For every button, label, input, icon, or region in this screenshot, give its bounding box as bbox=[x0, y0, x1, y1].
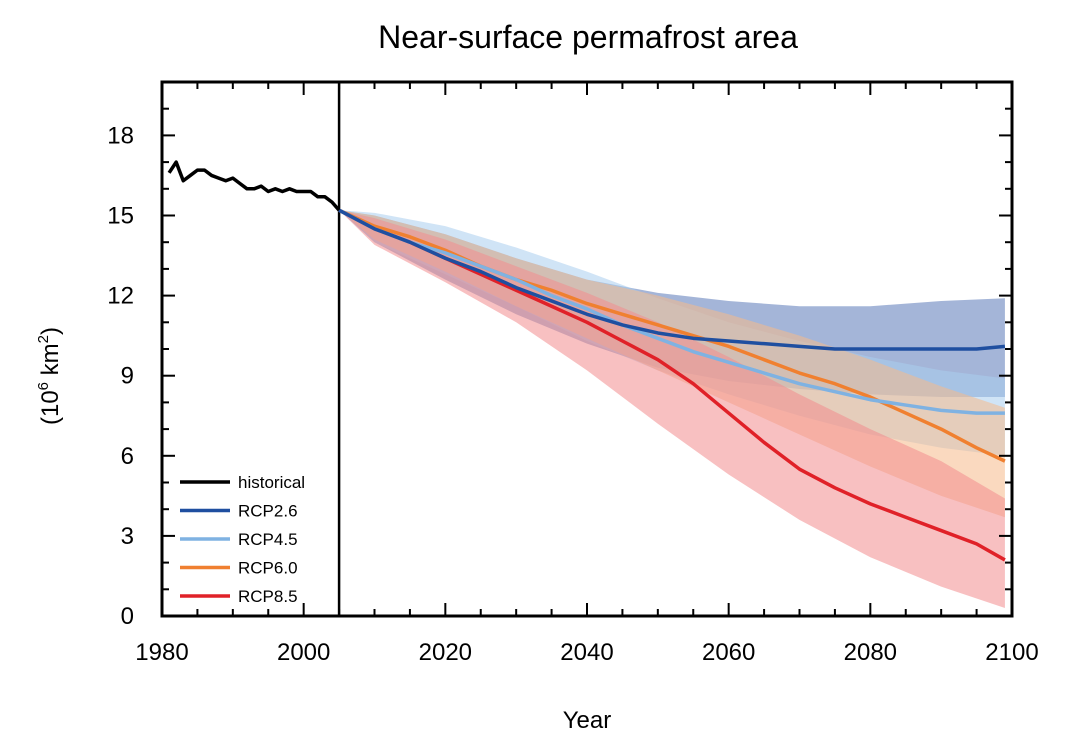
y-axis-label-mid: km bbox=[37, 343, 64, 382]
line-rcp4-5 bbox=[338, 208, 1005, 415]
line-rcp6-0 bbox=[338, 208, 1006, 463]
y-tick-label: 6 bbox=[121, 443, 134, 470]
legend-label-historical: historical bbox=[238, 473, 305, 492]
y-tick-label: 9 bbox=[121, 363, 134, 390]
band-rcp8-5 bbox=[339, 210, 1005, 608]
y-axis-label: (106 km2) bbox=[35, 327, 64, 425]
chart-title: Near-surface permafrost area bbox=[378, 19, 798, 55]
y-tick-label: 3 bbox=[121, 523, 134, 550]
x-tick-label: 2080 bbox=[844, 639, 897, 666]
y-axis-label-exp2: 2 bbox=[35, 335, 52, 343]
x-tick-label: 1980 bbox=[135, 639, 188, 666]
y-tick-label: 12 bbox=[107, 283, 134, 310]
legend-label-rcp4-5: RCP4.5 bbox=[238, 530, 298, 549]
x-tick-label: 2020 bbox=[419, 639, 472, 666]
y-axis-label-base: (10 bbox=[37, 390, 64, 425]
axis-ticks bbox=[161, 81, 1013, 617]
x-axis-label: Year bbox=[563, 707, 612, 734]
y-tick-label: 0 bbox=[121, 603, 134, 630]
series-lines bbox=[167, 82, 1006, 616]
y-axis-label-end: ) bbox=[37, 327, 64, 335]
x-tick-label: 2040 bbox=[560, 639, 613, 666]
uncertainty-bands bbox=[339, 210, 1005, 608]
legend-label-rcp2-6: RCP2.6 bbox=[238, 502, 298, 521]
y-tick-label: 18 bbox=[107, 122, 134, 149]
x-tick-label: 2000 bbox=[277, 639, 330, 666]
tick-labels: 1980 2000 2020 2040 2060 2080 2100 0 3 6 9 12 15 18 bbox=[107, 122, 1038, 666]
line-historical bbox=[167, 160, 341, 212]
legend-label-rcp6-0: RCP6.0 bbox=[238, 559, 298, 578]
y-tick-label: 15 bbox=[107, 203, 134, 230]
legend: historical RCP2.6 RCP4.5 RCP6.0 RCP8.5 bbox=[180, 473, 305, 606]
y-axis-label-exp1: 6 bbox=[35, 382, 52, 390]
legend-label-rcp8-5: RCP8.5 bbox=[238, 587, 298, 606]
x-tick-label: 2100 bbox=[985, 639, 1038, 666]
x-tick-label: 2060 bbox=[702, 639, 755, 666]
line-rcp2-6 bbox=[338, 208, 1006, 351]
